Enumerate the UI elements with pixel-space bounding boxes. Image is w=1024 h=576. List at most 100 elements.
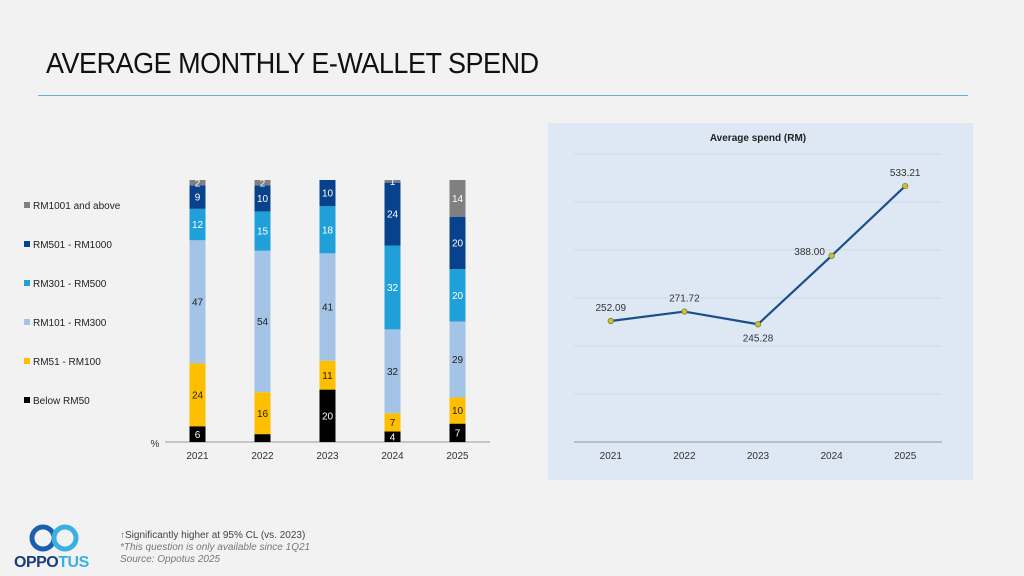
bar-segment: [449, 180, 466, 217]
legend-swatch: [24, 241, 30, 247]
bar-value-label: 47: [192, 297, 204, 308]
logo-text-part1: OPPO: [14, 554, 59, 571]
bar-segment: [449, 423, 466, 442]
series-line: [610, 185, 906, 326]
data-label: 388.00: [794, 247, 825, 258]
bar-segment: [189, 426, 206, 442]
x-tick-label: 2021: [186, 451, 209, 462]
data-label: 533.21: [890, 168, 921, 179]
legend-item: RM51 - RM100: [33, 357, 101, 368]
legend-swatch: [24, 397, 30, 403]
data-point: [754, 321, 762, 328]
bar-segment: [189, 363, 206, 427]
bar-value-label: 24: [192, 390, 204, 401]
bar-value-label: 10: [322, 189, 334, 200]
bar-segment: [449, 216, 466, 270]
bar-segment: [189, 185, 206, 209]
bar-segment: [254, 392, 271, 435]
bar-value-label: 10: [452, 406, 464, 417]
bar-value-label: 20: [322, 411, 334, 422]
x-tick-label: 2021: [600, 451, 623, 462]
x-tick-label: 2024: [381, 451, 404, 462]
data-label: 271.72: [669, 294, 700, 305]
logo-text-part2: TUS: [58, 554, 89, 571]
legend-swatch: [24, 319, 30, 325]
legend-swatch: [24, 202, 30, 208]
legend-swatch: [24, 358, 30, 364]
data-point: [607, 317, 614, 325]
bar-segment: [449, 269, 466, 322]
bar-segment: [384, 431, 401, 442]
bar-value-label: 41: [322, 303, 334, 314]
bar-value-label: 10: [257, 194, 269, 205]
logo-rings-icon: [29, 524, 79, 552]
bar-value-label: 14: [452, 194, 464, 205]
bar-value-label: 4: [390, 432, 396, 443]
data-label: 252.09: [596, 303, 627, 314]
bar-segment: [319, 253, 336, 361]
bar-value-label: 24: [387, 210, 399, 221]
legend-item: RM301 - RM500: [33, 279, 107, 290]
oppotus-logo: OPPOTUS: [14, 522, 98, 574]
bar-value-label: 29: [452, 355, 464, 366]
bar-segment: [254, 180, 271, 186]
bar-value-label: 1: [390, 177, 396, 188]
x-tick-label: 2025: [894, 451, 917, 462]
bar-value-label: 7: [390, 418, 396, 429]
bar-segment: [319, 389, 336, 442]
source-note: Source: Oppotus 2025: [120, 554, 221, 565]
bar-value-label: 11: [322, 371, 333, 382]
bar-value-label: 6: [195, 430, 201, 441]
bar-value-label: 2: [260, 178, 266, 189]
logo-wordmark: OPPOTUS: [14, 554, 89, 572]
line-chart: Average spend (RM) 252.09 2021 271.72 2022 24…: [574, 133, 942, 462]
significance-note: Significantly higher at 95% CL (vs. 2023…: [125, 530, 306, 541]
legend-item: RM501 - RM1000: [33, 240, 112, 251]
legend-swatch: [24, 280, 30, 286]
stacked-bar-chart: %624471292202116541510220222011411810202…: [24, 177, 490, 462]
bar-segment: [384, 245, 401, 330]
x-tick-label: 2025: [446, 451, 469, 462]
bar-value-label: 12: [192, 220, 204, 231]
x-tick-label: 2023: [316, 451, 339, 462]
bar-segment: [189, 180, 206, 186]
bar-segment: [189, 208, 206, 241]
bar-segment: [254, 185, 271, 212]
availability-note: *This question is only available since 1…: [120, 542, 311, 553]
bar-value-label: 9: [195, 193, 201, 204]
page-title: AVERAGE MONTHLY E-WALLET SPEND: [46, 48, 539, 80]
up-arrow-icon: ↑: [120, 530, 125, 541]
bar-value-label: 32: [387, 283, 399, 294]
bar-segment: [384, 182, 401, 246]
bar-value-label: 7: [455, 428, 461, 439]
data-label: 245.28: [743, 333, 774, 344]
bar-segment: [254, 434, 271, 442]
bar-segment: [189, 240, 206, 364]
line-chart-title: Average spend (RM): [710, 133, 806, 144]
bar-segment: [449, 397, 466, 424]
bar-segment: [384, 329, 401, 414]
data-point: [828, 252, 835, 259]
legend-item: RM101 - RM300: [33, 318, 107, 329]
bar-value-label: 20: [452, 291, 464, 302]
bar-value-label: 20: [452, 239, 464, 250]
bar-segment: [384, 180, 401, 183]
bar-value-label: 32: [387, 367, 399, 378]
footer-notes: ↑Significantly higher at 95% CL (vs. 202…: [120, 530, 310, 566]
bar-segment: [254, 250, 271, 393]
bar-segment: [319, 360, 336, 390]
bar-segment: [319, 206, 336, 254]
bar-value-label: 54: [257, 317, 269, 328]
y-axis-label: %: [151, 439, 160, 450]
data-point: [902, 182, 909, 190]
bar-value-label: 15: [257, 227, 269, 238]
x-tick-label: 2022: [251, 451, 274, 462]
bar-value-label: 2: [195, 178, 201, 189]
legend-item: RM1001 and above: [33, 201, 121, 212]
legend-item: Below RM50: [33, 396, 90, 407]
x-tick-label: 2023: [747, 451, 770, 462]
bar-value-label: 18: [322, 225, 334, 236]
bar-segment: [254, 211, 271, 251]
data-point: [681, 308, 688, 315]
bar-segment: [319, 180, 336, 207]
